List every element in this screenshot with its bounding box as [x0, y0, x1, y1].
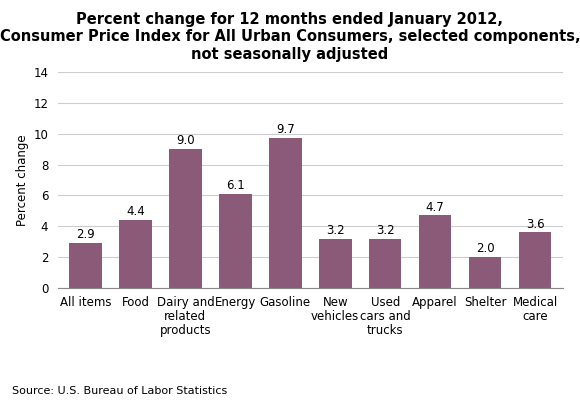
Bar	[319, 239, 351, 288]
Text: 4.7: 4.7	[426, 201, 445, 214]
Bar	[269, 138, 302, 288]
Text: 9.0: 9.0	[176, 134, 195, 147]
Text: 3.2: 3.2	[376, 224, 394, 237]
Text: 2.0: 2.0	[476, 242, 495, 255]
Bar	[69, 243, 102, 288]
Text: 9.7: 9.7	[276, 124, 295, 136]
Text: 6.1: 6.1	[226, 179, 245, 192]
Bar	[369, 239, 401, 288]
Text: Percent change for 12 months ended January 2012,
Consumer Price Index for All Ur: Percent change for 12 months ended Janua…	[0, 12, 580, 62]
Bar	[419, 216, 451, 288]
Bar	[219, 194, 252, 288]
Bar	[119, 220, 152, 288]
Text: 4.4: 4.4	[126, 205, 145, 218]
Bar	[519, 232, 552, 288]
Y-axis label: Percent change: Percent change	[16, 134, 29, 226]
Bar	[469, 257, 501, 288]
Text: 2.9: 2.9	[76, 228, 95, 242]
Text: Source: U.S. Bureau of Labor Statistics: Source: U.S. Bureau of Labor Statistics	[12, 386, 227, 396]
Text: 3.6: 3.6	[526, 218, 545, 231]
Text: 3.2: 3.2	[326, 224, 345, 237]
Bar	[169, 149, 202, 288]
